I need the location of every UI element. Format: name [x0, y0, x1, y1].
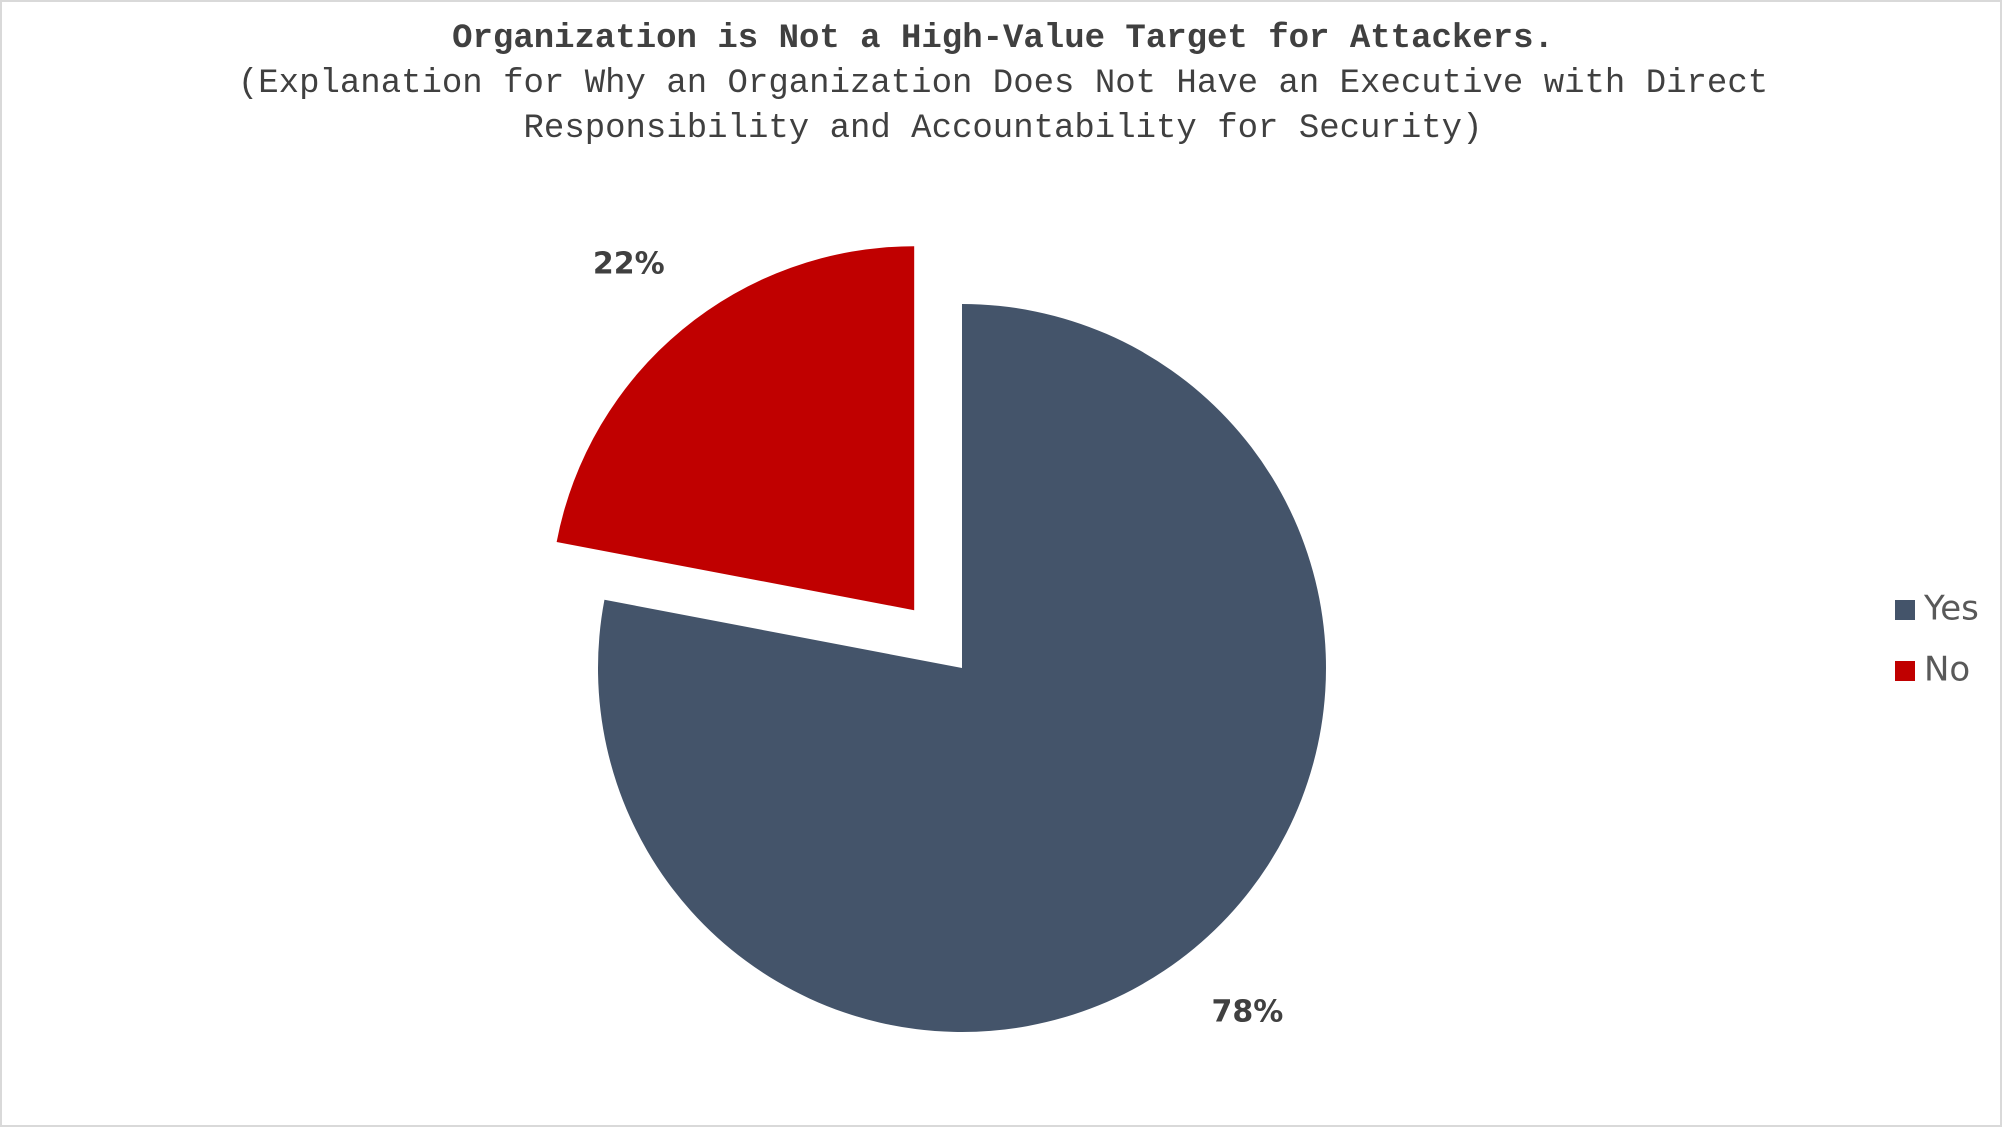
legend-label: Yes — [1923, 589, 1979, 629]
legend-swatch — [1895, 600, 1915, 620]
pie-slice — [598, 304, 1326, 1033]
chart-subtitle: (Explanation for Why an Organization Doe… — [237, 65, 1769, 148]
legend-label: No — [1924, 650, 1970, 690]
data-label: 78% — [1211, 994, 1283, 1029]
data-label: 22% — [593, 247, 665, 282]
legend-swatch — [1895, 661, 1915, 681]
chart-title: Organization is Not a High-Value Target … — [452, 20, 1554, 58]
pie-slice — [556, 246, 915, 611]
